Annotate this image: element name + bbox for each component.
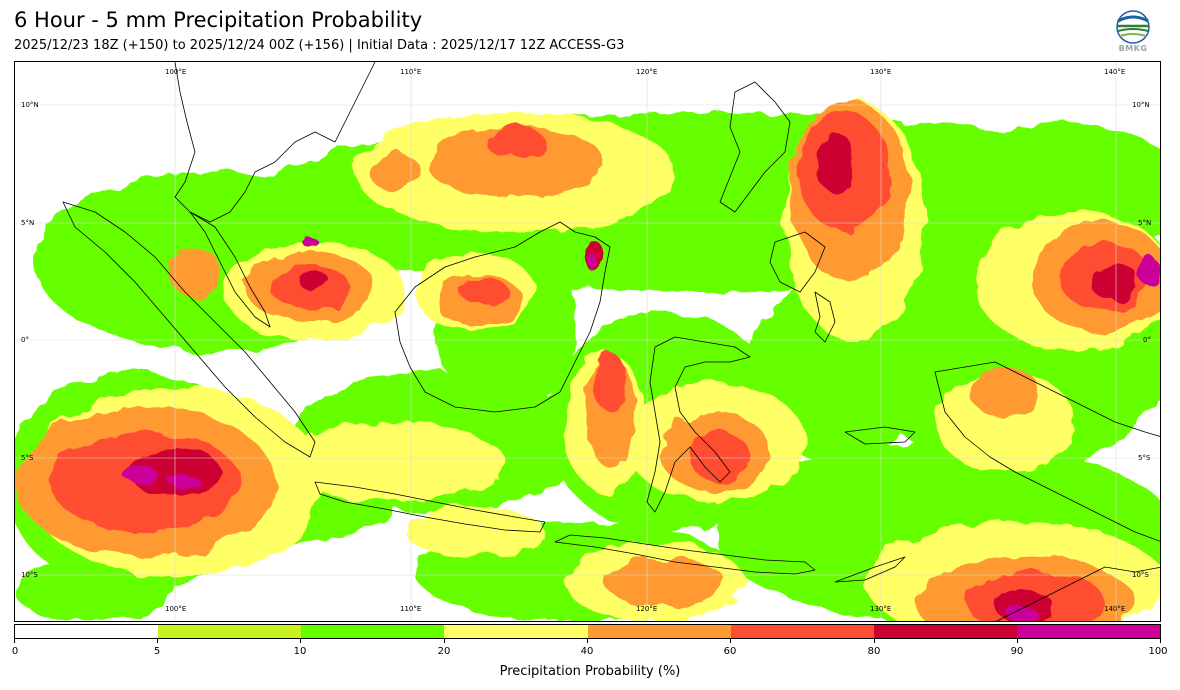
colorbar-tick: [1160, 639, 1161, 643]
colorbar-segment-0-5: [15, 625, 159, 638]
colorbar-label-5: 5: [153, 646, 161, 657]
colorbar-label-80: 80: [867, 646, 881, 657]
lon-top-label-100: 100°E: [165, 68, 187, 76]
colorbar-label-90: 90: [1010, 646, 1024, 657]
lon-bottom-label-130: 130°E: [870, 605, 892, 613]
colorbar-label-40: 40: [580, 646, 594, 657]
sumatra-outline: [62, 201, 316, 458]
lesser-sunda-islands: [554, 534, 816, 575]
java-outline: [314, 481, 546, 533]
lon-top-label-110: 110°E: [400, 68, 422, 76]
colorbar-segment-20-40: [444, 625, 588, 638]
bmkg-logo: BMKG: [1113, 10, 1153, 56]
lon-top-label-120: 120°E: [636, 68, 658, 76]
chart-title: 6 Hour - 5 mm Precipitation Probability: [14, 8, 423, 32]
philippines-outline: [719, 81, 791, 213]
colorbar-tick: [1017, 639, 1018, 643]
colorbar-label-0: 0: [11, 646, 19, 657]
lon-bottom-label-120: 120°E: [636, 605, 658, 613]
colorbar-segment-60-80: [730, 625, 874, 638]
lat-left-label-0: 0°: [21, 336, 29, 344]
lon-bottom-label-110: 110°E: [400, 605, 422, 613]
malay-peninsula: [189, 211, 271, 328]
colorbar-label-20: 20: [437, 646, 451, 657]
borneo-outline: [394, 221, 611, 413]
halmahera-outline: [814, 291, 836, 343]
map-canvas: [15, 62, 1160, 621]
lat-left-label-5n: 5°N: [21, 219, 35, 227]
lat-right-label-5n: 5°N: [1138, 219, 1152, 227]
mindanao-outline: [769, 231, 826, 293]
gridlines: [15, 62, 1160, 621]
colorbar-segment-40-60: [587, 625, 731, 638]
indochina-coast: [174, 62, 376, 223]
colorbar-tick: [587, 639, 588, 643]
lat-left-label-10s: 10°S: [21, 571, 38, 579]
colorbar-tick: [157, 639, 158, 643]
new-guinea-outline: [934, 361, 1160, 542]
seram-island: [844, 426, 916, 445]
colorbar-segment-80-90: [873, 625, 1017, 638]
lat-left-label-10n: 10°N: [21, 101, 39, 109]
colorbar-tick: [300, 639, 301, 643]
lon-bottom-label-100: 100°E: [165, 605, 187, 613]
lat-right-label-10n: 10°N: [1132, 101, 1150, 109]
australia-coast: [996, 566, 1160, 621]
colorbar-tick: [14, 639, 15, 643]
lon-top-label-130: 130°E: [870, 68, 892, 76]
colorbar-label-100: 100: [1148, 646, 1168, 657]
coastlines: [62, 62, 1160, 621]
chart-subtitle: 2025/12/23 18Z (+150) to 2025/12/24 00Z …: [14, 38, 625, 53]
colorbar-segment-90-100: [1016, 625, 1160, 638]
colorbar-tick: [874, 639, 875, 643]
precipitation-map: 100°E 110°E 120°E 130°E 140°E 100°E 110°…: [14, 61, 1161, 622]
colorbar-label-60: 60: [723, 646, 737, 657]
lat-right-label-10s: 10°S: [1132, 571, 1149, 579]
colorbar-segment-10-20: [301, 625, 445, 638]
sulawesi-outline: [646, 336, 751, 513]
lat-left-label-5s: 5°S: [21, 454, 34, 462]
lon-bottom-label-140: 140°E: [1104, 605, 1126, 613]
colorbar-title: Precipitation Probability (%): [499, 664, 681, 679]
colorbar-label-10: 10: [293, 646, 307, 657]
bmkg-logo-text: BMKG: [1118, 44, 1148, 53]
colorbar-tick: [444, 639, 445, 643]
timor-island: [834, 556, 906, 583]
bmkg-globe-icon: [1116, 10, 1150, 44]
lon-top-label-140: 140°E: [1104, 68, 1126, 76]
layer-90-100: [122, 237, 1160, 620]
lat-right-label-0: 0°: [1143, 336, 1151, 344]
colorbar-tick: [730, 639, 731, 643]
colorbar-segment-5-10: [158, 625, 302, 638]
precip-fields: [15, 102, 1160, 621]
lat-right-label-5s: 5°S: [1138, 454, 1151, 462]
colorbar: [14, 624, 1161, 639]
